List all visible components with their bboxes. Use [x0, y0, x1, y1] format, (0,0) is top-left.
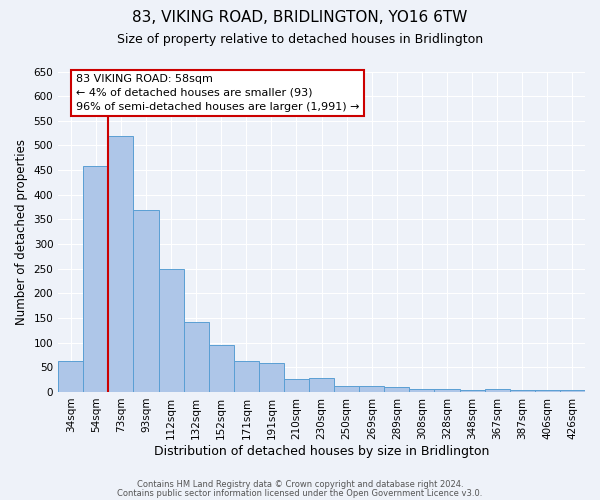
Text: Size of property relative to detached houses in Bridlington: Size of property relative to detached ho… [117, 32, 483, 46]
Bar [359, 386, 385, 392]
Bar [58, 362, 83, 392]
Text: Contains public sector information licensed under the Open Government Licence v3: Contains public sector information licen… [118, 488, 482, 498]
Bar [385, 387, 409, 392]
Bar [259, 364, 284, 392]
Bar [284, 378, 309, 392]
Y-axis label: Number of detached properties: Number of detached properties [15, 138, 28, 324]
Bar [460, 390, 485, 392]
X-axis label: Distribution of detached houses by size in Bridlington: Distribution of detached houses by size … [154, 444, 489, 458]
Bar [209, 345, 234, 392]
Bar [309, 378, 334, 392]
Bar [184, 322, 209, 392]
Bar [485, 390, 510, 392]
Bar [535, 390, 560, 392]
Bar [234, 362, 259, 392]
Bar [434, 390, 460, 392]
Text: Contains HM Land Registry data © Crown copyright and database right 2024.: Contains HM Land Registry data © Crown c… [137, 480, 463, 489]
Bar [109, 136, 133, 392]
Bar [158, 268, 184, 392]
Text: 83, VIKING ROAD, BRIDLINGTON, YO16 6TW: 83, VIKING ROAD, BRIDLINGTON, YO16 6TW [133, 10, 467, 25]
Bar [560, 390, 585, 392]
Text: 83 VIKING ROAD: 58sqm
← 4% of detached houses are smaller (93)
96% of semi-detac: 83 VIKING ROAD: 58sqm ← 4% of detached h… [76, 74, 359, 112]
Bar [510, 390, 535, 392]
Bar [334, 386, 359, 392]
Bar [409, 390, 434, 392]
Bar [133, 210, 158, 392]
Bar [83, 166, 109, 392]
